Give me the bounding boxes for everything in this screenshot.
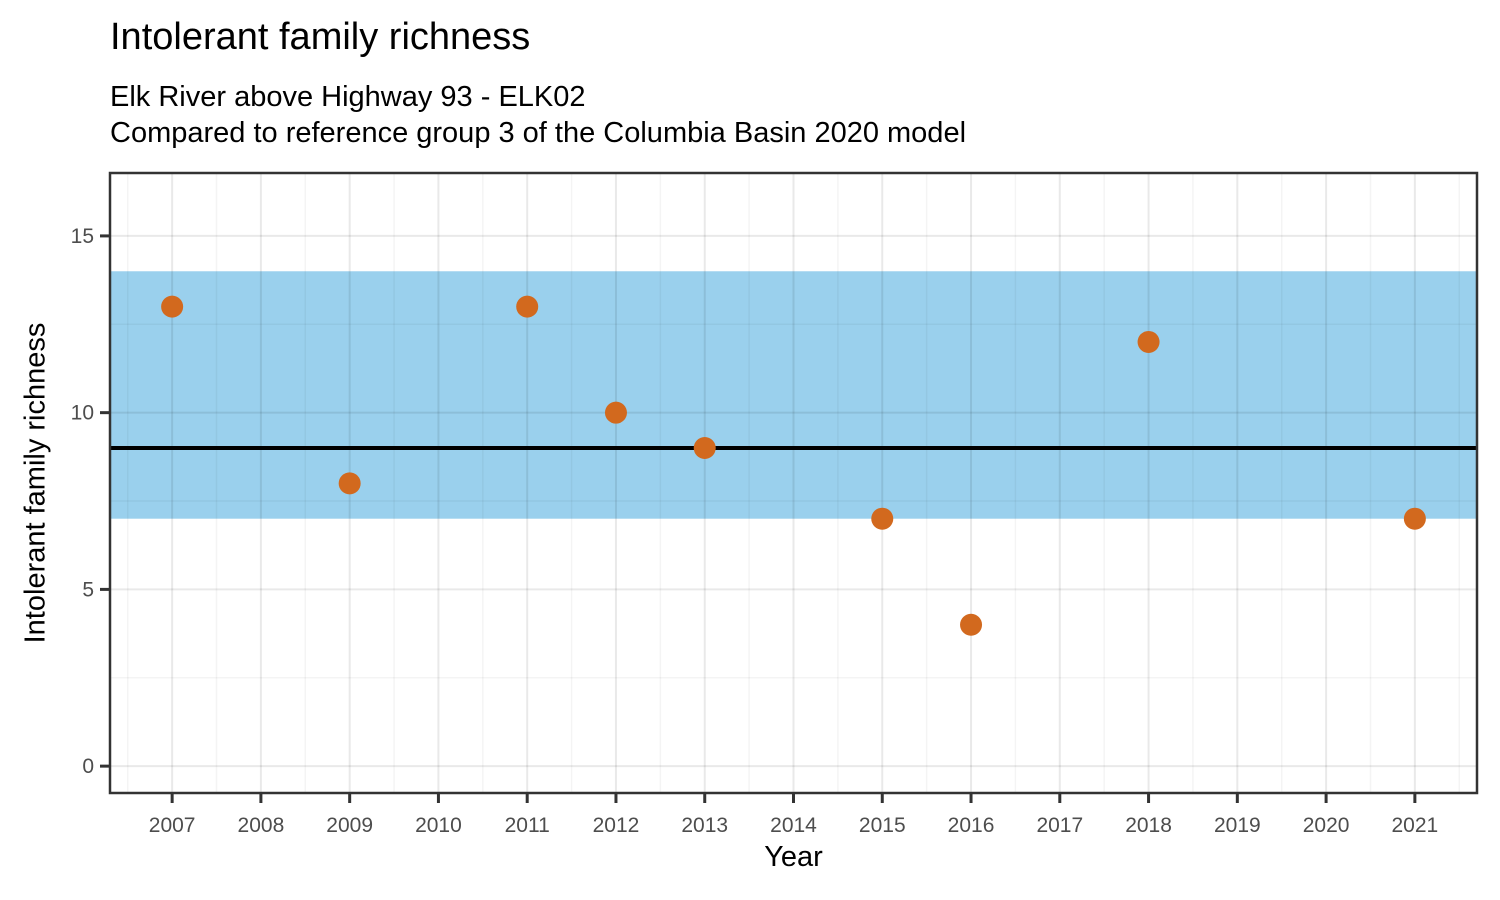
y-tick-label: 0 [82,755,94,778]
data-point [871,507,894,530]
x-tick-label: 2019 [1214,814,1261,837]
y-tick-label: 15 [71,225,94,248]
data-point [1403,507,1426,530]
data-point [693,437,716,460]
data-point [1137,330,1160,353]
x-tick-label: 2020 [1303,814,1350,837]
data-point [960,613,983,636]
x-tick-label: 2018 [1125,814,1172,837]
x-tick-label: 2021 [1392,814,1439,837]
data-point [516,295,539,318]
chart-subtitle-line-1: Elk River above Highway 93 - ELK02 [110,81,586,113]
x-tick-label: 2015 [859,814,906,837]
data-point [338,472,361,495]
x-tick-label: 2017 [1036,814,1083,837]
x-tick-label: 2013 [681,814,728,837]
y-axis-title: Intolerant family richness [19,322,52,644]
x-tick-label: 2016 [948,814,995,837]
x-tick-label: 2014 [770,814,817,837]
data-point [604,401,627,424]
reference-band [110,271,1477,519]
panel-border [108,171,1479,795]
x-tick-label: 2010 [415,814,462,837]
y-tick-label: 5 [82,578,94,601]
x-tick-label: 2009 [326,814,373,837]
x-tick-label: 2012 [593,814,640,837]
x-tick-label: 2008 [238,814,285,837]
y-tick-label: 10 [71,402,94,425]
chart-subtitle-line-2: Compared to reference group 3 of the Col… [110,117,967,149]
x-tick-label: 2011 [505,814,550,837]
x-tick-label: 2007 [149,814,196,837]
chart-title: Intolerant family richness [110,16,531,58]
data-point [161,295,184,318]
x-axis-title: Year [764,841,823,873]
